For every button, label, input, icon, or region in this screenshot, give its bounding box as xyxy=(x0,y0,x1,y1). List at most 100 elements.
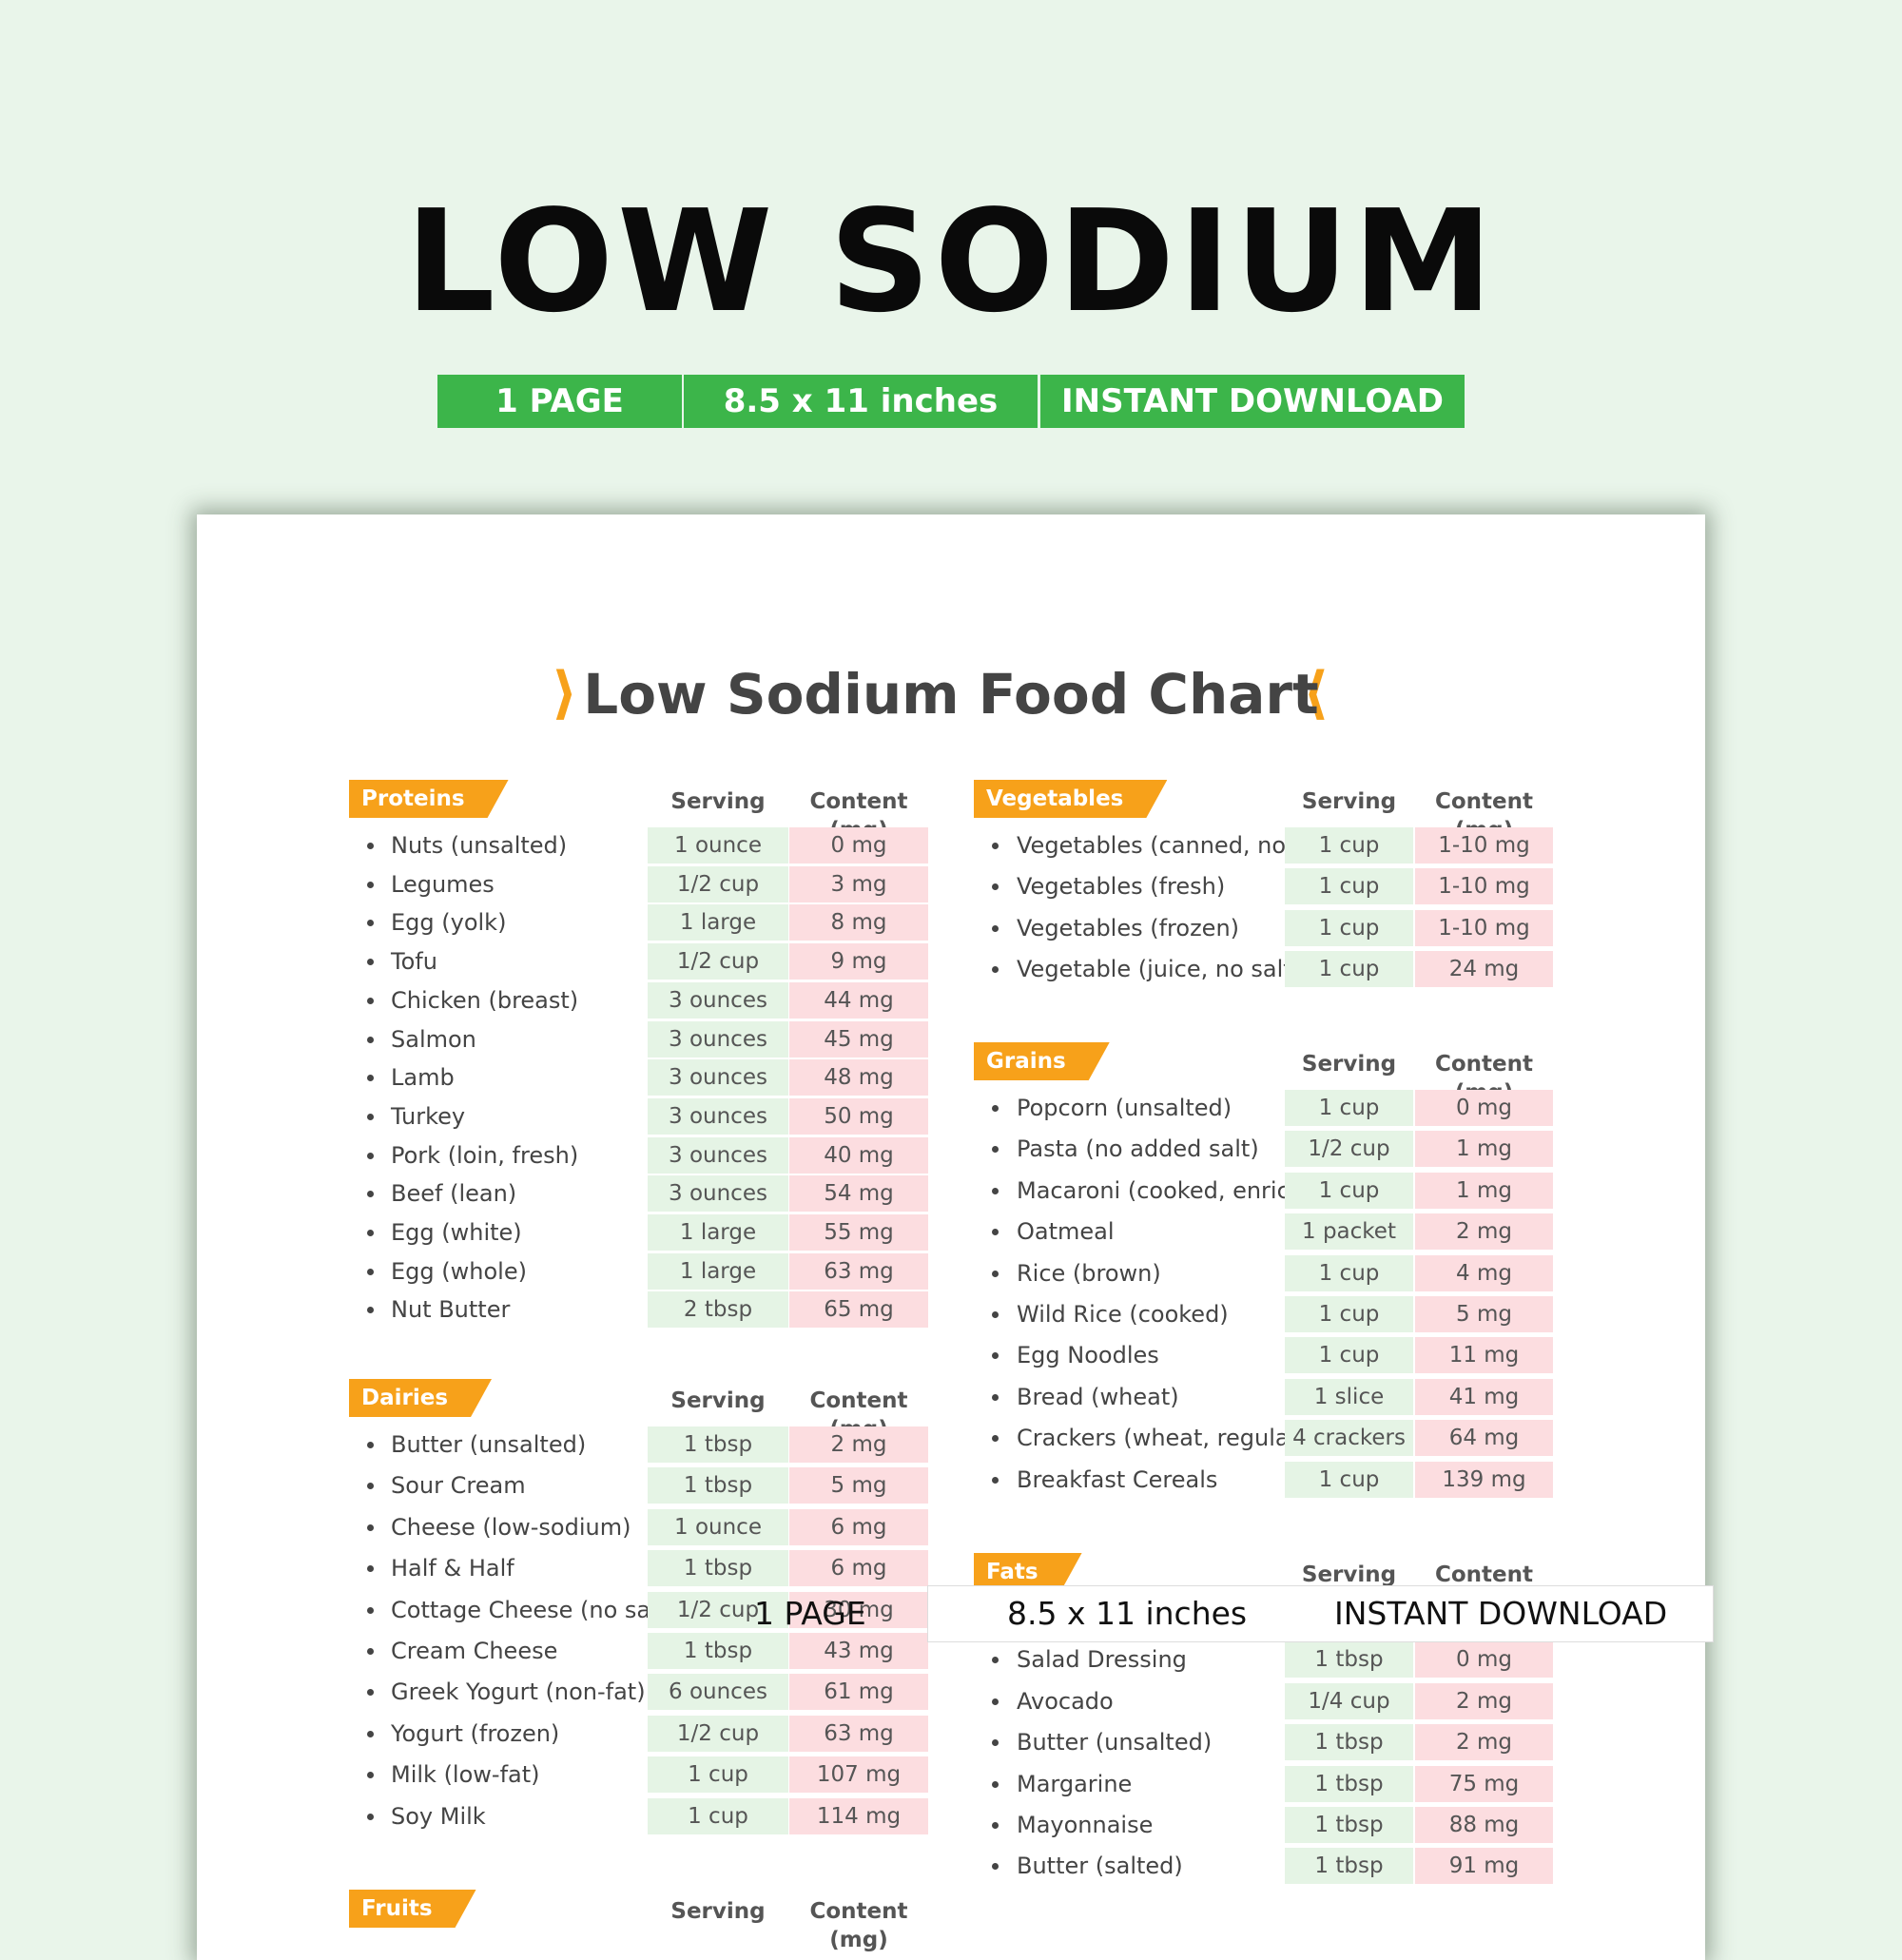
content-cell: 63 mg xyxy=(789,1715,928,1752)
food-name: Lamb xyxy=(391,1064,455,1092)
bullet xyxy=(367,1565,374,1573)
food-name: Cottage Cheese (no salt) xyxy=(391,1596,675,1623)
serving-cell: 1 cup xyxy=(1285,1254,1413,1291)
bullet xyxy=(367,1648,374,1655)
serving-cell: 1 large xyxy=(648,1252,788,1290)
bullet xyxy=(367,959,374,966)
page: LOW SODIUM 1 PAGE 8.5 x 11 inches INSTAN… xyxy=(197,190,1714,1960)
serving-cell: 1 tbsp xyxy=(648,1633,788,1669)
section-tag: Vegetables xyxy=(974,780,1167,818)
serving-cell: 1 packet xyxy=(1285,1213,1413,1251)
bullet xyxy=(367,1075,374,1082)
food-name: Tofu xyxy=(391,948,437,976)
content-cell: 2 mg xyxy=(1415,1724,1553,1761)
content-cell: 139 mg xyxy=(1415,1461,1553,1498)
bullet xyxy=(992,1270,999,1277)
bullet xyxy=(992,924,999,932)
content-cell: 0 mg xyxy=(789,827,928,864)
serving-cell: 1 tbsp xyxy=(648,1426,788,1463)
food-name: Yogurt (frozen) xyxy=(391,1719,560,1747)
content-cell: 40 mg xyxy=(789,1136,928,1174)
content-cell: 11 mg xyxy=(1415,1337,1553,1374)
food-name: Turkey xyxy=(391,1102,466,1130)
bullet xyxy=(367,1772,374,1779)
food-name: Breakfast Cereals xyxy=(1017,1465,1218,1493)
food-name: Sour Cream xyxy=(391,1472,526,1500)
bullet xyxy=(367,1813,374,1820)
content-cell: 0 mg xyxy=(1415,1641,1553,1679)
column-header: Serving xyxy=(670,789,766,814)
bullet xyxy=(367,1152,374,1159)
bullet xyxy=(367,1523,374,1531)
bullet xyxy=(992,1780,999,1788)
content-cell: 2 mg xyxy=(1415,1682,1553,1719)
food-name: Butter (unsalted) xyxy=(391,1431,587,1458)
content-cell: 0 mg xyxy=(1415,1090,1553,1126)
food-name: Pork (loin, fresh) xyxy=(391,1141,579,1169)
column-header: Serving xyxy=(1301,1562,1397,1587)
column-header: Serving xyxy=(1301,1052,1397,1077)
serving-cell: 1 cup xyxy=(1285,1296,1413,1332)
food-name: Egg (yolk) xyxy=(391,909,507,937)
food-name: Cheese (low-sodium) xyxy=(391,1513,631,1541)
serving-cell: 3 ounces xyxy=(648,1020,788,1058)
content-cell: 63 mg xyxy=(789,1252,928,1290)
content-cell: 107 mg xyxy=(789,1756,928,1794)
serving-cell: 1 cup xyxy=(648,1756,788,1794)
food-name: Cream Cheese xyxy=(391,1638,558,1664)
serving-cell: 1 cup xyxy=(1285,1461,1413,1498)
bullet xyxy=(992,843,999,849)
serving-cell: 1 tbsp xyxy=(1285,1641,1413,1679)
food-name: Bread (wheat) xyxy=(1017,1383,1179,1410)
serving-cell: 2 tbsp xyxy=(648,1291,788,1329)
serving-cell: 1 tbsp xyxy=(1285,1807,1413,1843)
food-name: Nut Butter xyxy=(391,1296,511,1324)
section-tag: Fruits xyxy=(349,1890,476,1928)
serving-cell: 1 cup xyxy=(1285,1090,1413,1126)
bullet xyxy=(992,1657,999,1664)
serving-cell: 1 large xyxy=(648,904,788,941)
content-cell: 5 mg xyxy=(1415,1296,1553,1332)
food-name: Vegetable (juice, no salt) xyxy=(1017,956,1302,983)
food-name: Salmon xyxy=(391,1025,476,1053)
serving-cell: 6 ounces xyxy=(648,1674,788,1711)
content-cell: 1-10 mg xyxy=(1415,868,1553,905)
content-cell: 8 mg xyxy=(789,904,928,941)
bullet xyxy=(367,1113,374,1120)
content-cell: 91 mg xyxy=(1415,1848,1553,1885)
bullet xyxy=(992,966,999,974)
food-name: Beef (lean) xyxy=(391,1180,517,1208)
bullet xyxy=(367,1442,374,1448)
bullet xyxy=(367,1307,374,1314)
food-name: Mayonnaise xyxy=(1017,1812,1154,1838)
bullet xyxy=(367,1191,374,1198)
content-cell: 45 mg xyxy=(789,1020,928,1058)
bullet xyxy=(992,1187,999,1194)
food-name: Vegetables (frozen) xyxy=(1017,914,1240,941)
content-cell: 3 mg xyxy=(789,865,928,902)
serving-cell: 1 cup xyxy=(1285,1172,1413,1209)
food-name: Popcorn (unsalted) xyxy=(1017,1095,1232,1121)
food-name: Margarine xyxy=(1017,1770,1133,1797)
content-cell: 75 mg xyxy=(1415,1765,1553,1802)
overlay-strip xyxy=(927,1585,1714,1642)
content-cell: 43 mg xyxy=(789,1633,928,1669)
serving-cell: 1 cup xyxy=(1285,1337,1413,1374)
bullet xyxy=(367,1483,374,1490)
content-cell: 6 mg xyxy=(789,1550,928,1587)
content-cell: 4 mg xyxy=(1415,1254,1553,1291)
section-tag: Proteins xyxy=(349,780,509,818)
food-name: Soy Milk xyxy=(391,1802,486,1830)
serving-cell: 1/2 cup xyxy=(648,1591,788,1628)
bullet xyxy=(992,1393,999,1401)
food-name: Butter (salted) xyxy=(1017,1853,1183,1880)
bullet xyxy=(367,997,374,1004)
serving-cell: 1 large xyxy=(648,1214,788,1251)
food-name: Pasta (no added salt) xyxy=(1017,1135,1259,1163)
column-header: Content (mg) xyxy=(809,1899,908,1952)
food-name: Legumes xyxy=(391,870,495,898)
bullet xyxy=(367,881,374,888)
food-name: Oatmeal xyxy=(1017,1218,1115,1246)
bullet xyxy=(992,1476,999,1484)
content-cell: 114 mg xyxy=(789,1797,928,1834)
